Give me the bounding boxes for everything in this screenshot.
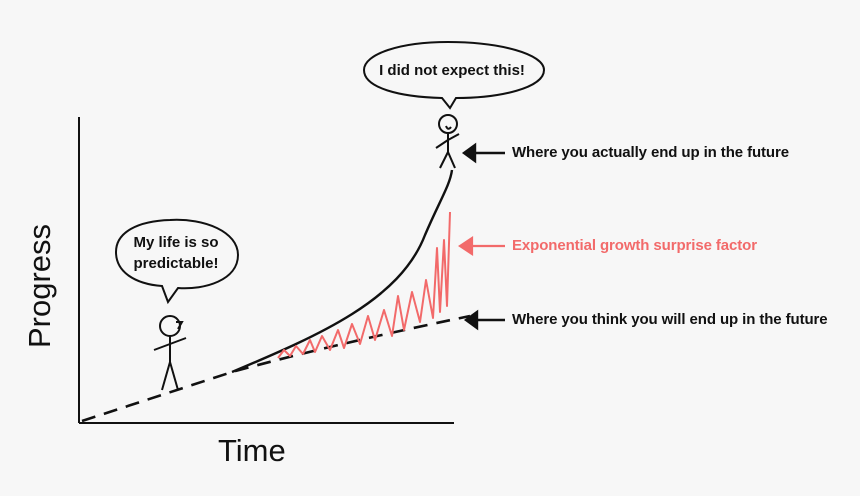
speech-bubble-icon — [362, 40, 546, 110]
arrow-left-icon — [458, 235, 505, 257]
surprise-squiggle — [277, 211, 451, 359]
label-surprise: Exponential growth surprise factor — [512, 237, 757, 254]
label-expected: Where you think you will end up in the f… — [512, 311, 828, 328]
bubble-future-text: I did not expect this! — [379, 62, 525, 79]
stick-figure-icon — [153, 315, 187, 391]
speech-bubble-icon — [114, 218, 240, 305]
bubble-now-text: My life is so predictable! — [133, 234, 219, 272]
x-axis-title: Time — [218, 433, 286, 468]
y-axis-title: Progress — [22, 223, 58, 349]
axes — [78, 117, 454, 424]
expected-trend-line — [81, 314, 471, 423]
stick-figure-icon — [435, 114, 460, 169]
actual-growth-curve — [231, 169, 454, 374]
arrow-left-icon — [463, 309, 505, 331]
arrow-left-icon — [461, 142, 505, 164]
label-actual: Where you actually end up in the future — [512, 144, 789, 161]
